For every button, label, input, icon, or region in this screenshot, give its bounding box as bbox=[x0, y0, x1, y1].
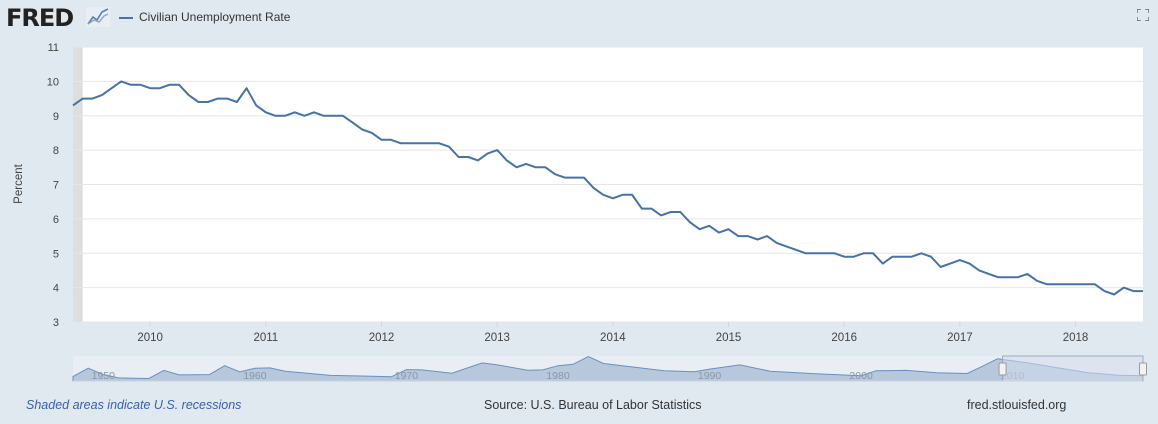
x-tick-label: 2015 bbox=[716, 332, 742, 344]
y-tick-label: 3 bbox=[53, 317, 59, 329]
y-tick-label: 4 bbox=[53, 283, 59, 295]
y-axis-label: Percent bbox=[13, 163, 25, 203]
navigator-tick-label: 1950 bbox=[92, 370, 116, 382]
x-tick-label: 2018 bbox=[1063, 332, 1089, 344]
legend-label: Civilian Unemployment Rate bbox=[139, 10, 291, 24]
y-tick-label: 6 bbox=[53, 214, 59, 226]
navigator-area bbox=[72, 356, 1144, 382]
y-tick-label: 5 bbox=[53, 248, 59, 260]
navigator-tick-label: 1970 bbox=[395, 370, 419, 382]
series-line bbox=[72, 80, 1143, 296]
x-tick-label: 2010 bbox=[137, 332, 163, 344]
x-tick-label: 2012 bbox=[369, 332, 395, 344]
chart-legend[interactable]: Civilian Unemployment Rate bbox=[119, 10, 290, 24]
x-tick-label: 2011 bbox=[253, 332, 278, 344]
navigator-tick-label: 2000 bbox=[849, 370, 873, 382]
source-text: Source: U.S. Bureau of Labor Statistics bbox=[484, 398, 702, 412]
x-tick-label: 2014 bbox=[600, 332, 626, 344]
fred-logo[interactable]: FRED bbox=[6, 4, 74, 32]
x-tick-label: 2017 bbox=[947, 332, 973, 344]
navigator-window bbox=[1002, 355, 1144, 382]
y-tick-label: 10 bbox=[47, 76, 59, 88]
navigator-handle-right[interactable] bbox=[1139, 362, 1147, 376]
navigator-handle-left[interactable] bbox=[998, 362, 1007, 376]
y-tick-label: 9 bbox=[53, 111, 59, 123]
legend-swatch bbox=[119, 16, 133, 19]
y-tick-label: 11 bbox=[48, 42, 59, 54]
navigator-tick-label: 1990 bbox=[698, 370, 722, 382]
x-tick-label: 2013 bbox=[484, 332, 510, 344]
navigator-tick-label: 1960 bbox=[243, 370, 267, 382]
graph-logo-icon bbox=[86, 7, 110, 27]
site-link[interactable]: fred.stlouisfed.org bbox=[967, 398, 1067, 412]
chart-area[interactable]: 3 4 5 6 7 8 9 10 11 2010 2011 2012 2013 2014 2015 2016… bbox=[0, 0, 1158, 395]
x-tick-label: 2016 bbox=[831, 332, 857, 344]
y-tick-label: 8 bbox=[53, 145, 59, 157]
y-tick-label: 7 bbox=[53, 180, 59, 192]
navigator-tick-label: 1980 bbox=[546, 370, 570, 382]
header-bar: FRED Civilian Unemployment Rate bbox=[0, 0, 1158, 40]
recession-note-link[interactable]: Shaded areas indicate U.S. recessions bbox=[26, 398, 242, 412]
